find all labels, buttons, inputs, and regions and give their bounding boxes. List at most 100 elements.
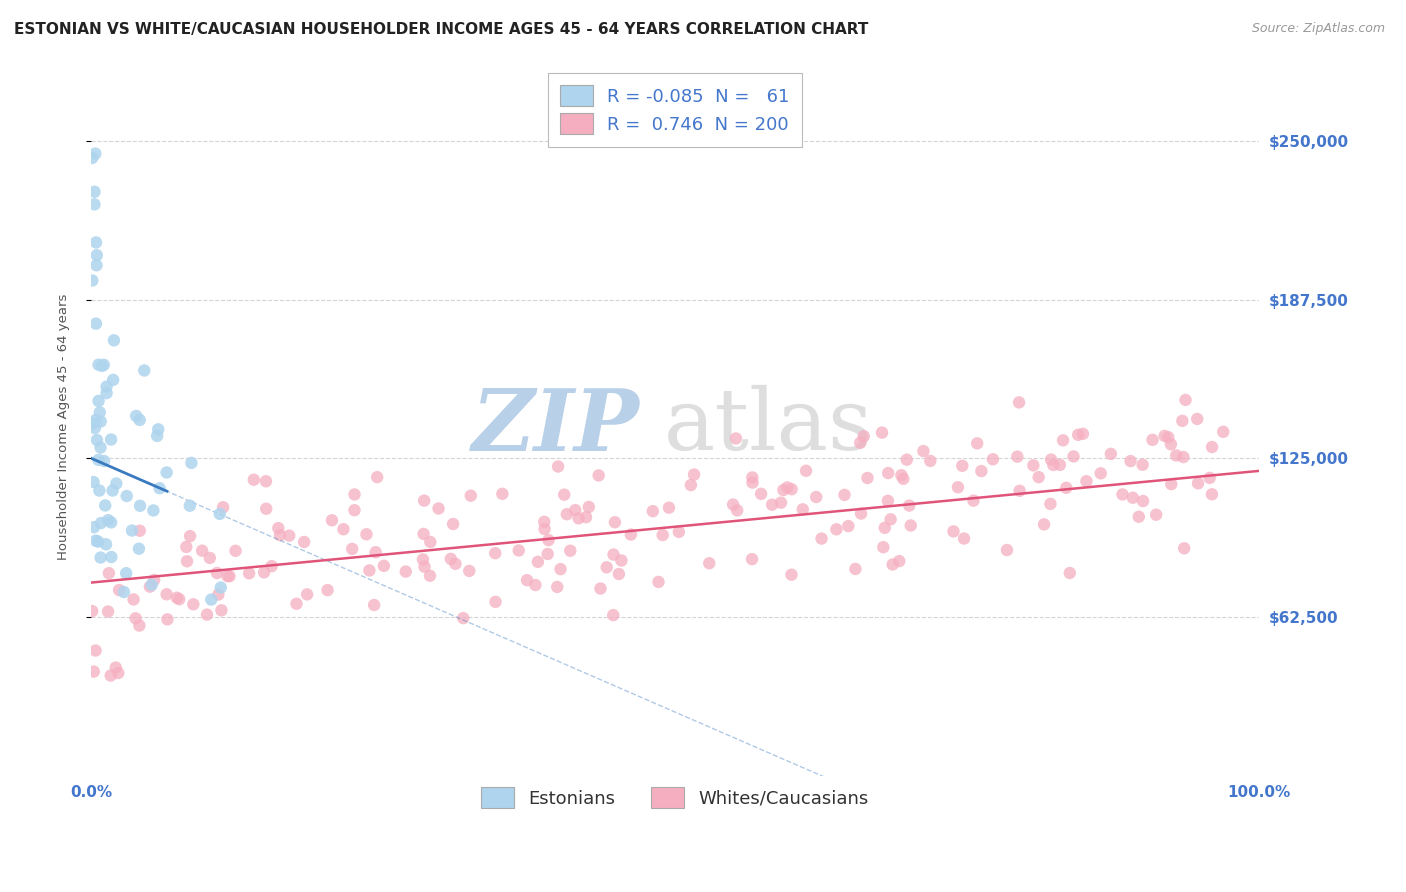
Point — [217, 569, 239, 583]
Point — [1049, 458, 1071, 472]
Point — [105, 476, 128, 491]
Point — [1198, 471, 1220, 485]
Point — [761, 498, 783, 512]
Point — [364, 545, 387, 559]
Point — [550, 562, 572, 576]
Point — [146, 429, 169, 443]
Point — [527, 555, 550, 569]
Point — [741, 475, 763, 490]
Point — [491, 487, 513, 501]
Point — [332, 522, 354, 536]
Point — [155, 587, 177, 601]
Point — [810, 532, 832, 546]
Point — [179, 499, 201, 513]
Point — [373, 558, 395, 573]
Point — [1099, 447, 1122, 461]
Point — [112, 585, 135, 599]
Point — [108, 582, 131, 597]
Point — [86, 433, 108, 447]
Point — [115, 489, 138, 503]
Point — [896, 452, 918, 467]
Point — [87, 358, 110, 372]
Point — [834, 488, 856, 502]
Point — [776, 480, 799, 494]
Point — [440, 552, 463, 566]
Point — [260, 559, 283, 574]
Point — [962, 493, 984, 508]
Point — [1187, 412, 1209, 426]
Point — [568, 511, 591, 525]
Point — [83, 185, 105, 199]
Point — [128, 524, 150, 538]
Point — [1160, 437, 1182, 451]
Point — [995, 543, 1018, 558]
Point — [898, 499, 921, 513]
Point — [1153, 429, 1175, 443]
Point — [1132, 494, 1154, 508]
Point — [87, 534, 110, 549]
Point — [484, 546, 506, 560]
Point — [212, 500, 235, 515]
Point — [254, 475, 277, 489]
Point — [101, 373, 124, 387]
Point — [721, 498, 744, 512]
Point — [183, 597, 205, 611]
Point — [560, 543, 582, 558]
Point — [191, 543, 214, 558]
Point — [1111, 487, 1133, 501]
Point — [725, 503, 748, 517]
Point — [1119, 454, 1142, 468]
Point — [769, 496, 792, 510]
Point — [603, 515, 626, 529]
Point — [920, 454, 942, 468]
Y-axis label: Householder Income Ages 45 - 64 years: Householder Income Ages 45 - 64 years — [58, 293, 70, 559]
Point — [849, 435, 872, 450]
Point — [84, 533, 107, 548]
Point — [912, 444, 935, 458]
Point — [148, 422, 170, 436]
Point — [143, 573, 166, 587]
Point — [555, 507, 578, 521]
Point — [83, 421, 105, 435]
Point — [953, 532, 976, 546]
Point — [356, 527, 378, 541]
Point — [166, 591, 188, 605]
Point — [575, 510, 598, 524]
Point — [395, 565, 418, 579]
Point — [419, 535, 441, 549]
Point — [1008, 483, 1031, 498]
Point — [533, 522, 555, 536]
Point — [195, 607, 218, 622]
Point — [209, 581, 232, 595]
Point — [1212, 425, 1234, 439]
Point — [1122, 491, 1144, 505]
Point — [1076, 475, 1098, 489]
Point — [683, 467, 706, 482]
Point — [100, 549, 122, 564]
Point — [89, 405, 111, 419]
Point — [1142, 433, 1164, 447]
Point — [1090, 467, 1112, 481]
Point — [877, 493, 900, 508]
Point — [208, 507, 231, 521]
Point — [1174, 392, 1197, 407]
Point — [366, 470, 388, 484]
Point — [82, 604, 104, 618]
Point — [970, 464, 993, 478]
Point — [292, 535, 315, 549]
Point — [1166, 449, 1188, 463]
Point — [340, 541, 363, 556]
Point — [1028, 470, 1050, 484]
Point — [780, 482, 803, 496]
Point — [97, 566, 120, 581]
Point — [139, 580, 162, 594]
Point — [578, 500, 600, 514]
Point — [419, 568, 441, 582]
Point — [176, 554, 198, 568]
Point — [950, 458, 973, 473]
Point — [209, 603, 232, 617]
Point — [453, 611, 475, 625]
Point — [285, 597, 308, 611]
Point — [413, 559, 436, 574]
Point — [207, 588, 229, 602]
